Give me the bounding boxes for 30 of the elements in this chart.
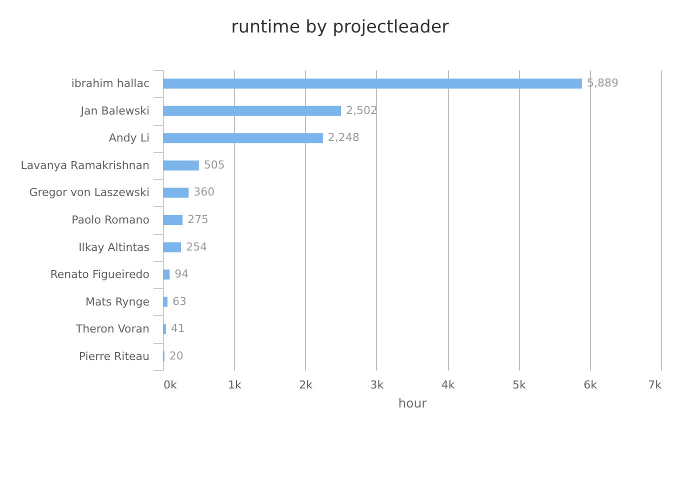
data-label: 20 <box>169 349 184 362</box>
data-label: 2,248 <box>328 131 360 144</box>
y-tick-label: Theron Voran <box>74 322 150 336</box>
y-tick-label: Renato Figueiredo <box>50 268 150 282</box>
x-tick-label: 2k <box>299 378 314 392</box>
data-label: 94 <box>174 268 189 281</box>
data-label: 254 <box>186 240 208 254</box>
x-tick-label: 1k <box>228 378 242 392</box>
x-tick-label: 5k <box>512 378 527 392</box>
data-label: 505 <box>204 158 225 172</box>
y-tick-label: Ilkay Altintas <box>78 240 150 254</box>
data-label: 41 <box>170 322 185 336</box>
y-tick-label: Mats Rynge <box>85 295 150 308</box>
y-tick-label: Gregor von Laszewski <box>29 186 150 200</box>
x-axis-title: hour <box>398 396 428 410</box>
y-tick-label: Lavanya Ramakrishnan <box>20 158 150 172</box>
data-label: 275 <box>188 213 209 226</box>
y-tick-label: Andy Li <box>108 132 150 145</box>
x-tick-label: 7k <box>648 378 662 392</box>
chart-title: runtime by projectleader <box>231 18 450 38</box>
x-tick-label: 6k <box>584 378 598 392</box>
y-tick-label: Paolo Romano <box>72 214 150 226</box>
y-tick-label: Pierre Riteau <box>78 350 150 363</box>
y-tick-label: Jan Balewski <box>80 104 150 118</box>
data-label: 63 <box>172 294 186 308</box>
x-tick-label: 3k <box>370 378 384 392</box>
x-tick-label: 4k <box>441 378 456 392</box>
x-tick-label: 0k <box>164 378 178 392</box>
data-label: 360 <box>194 186 215 199</box>
y-tick-label: ibrahim hallac <box>71 77 150 90</box>
